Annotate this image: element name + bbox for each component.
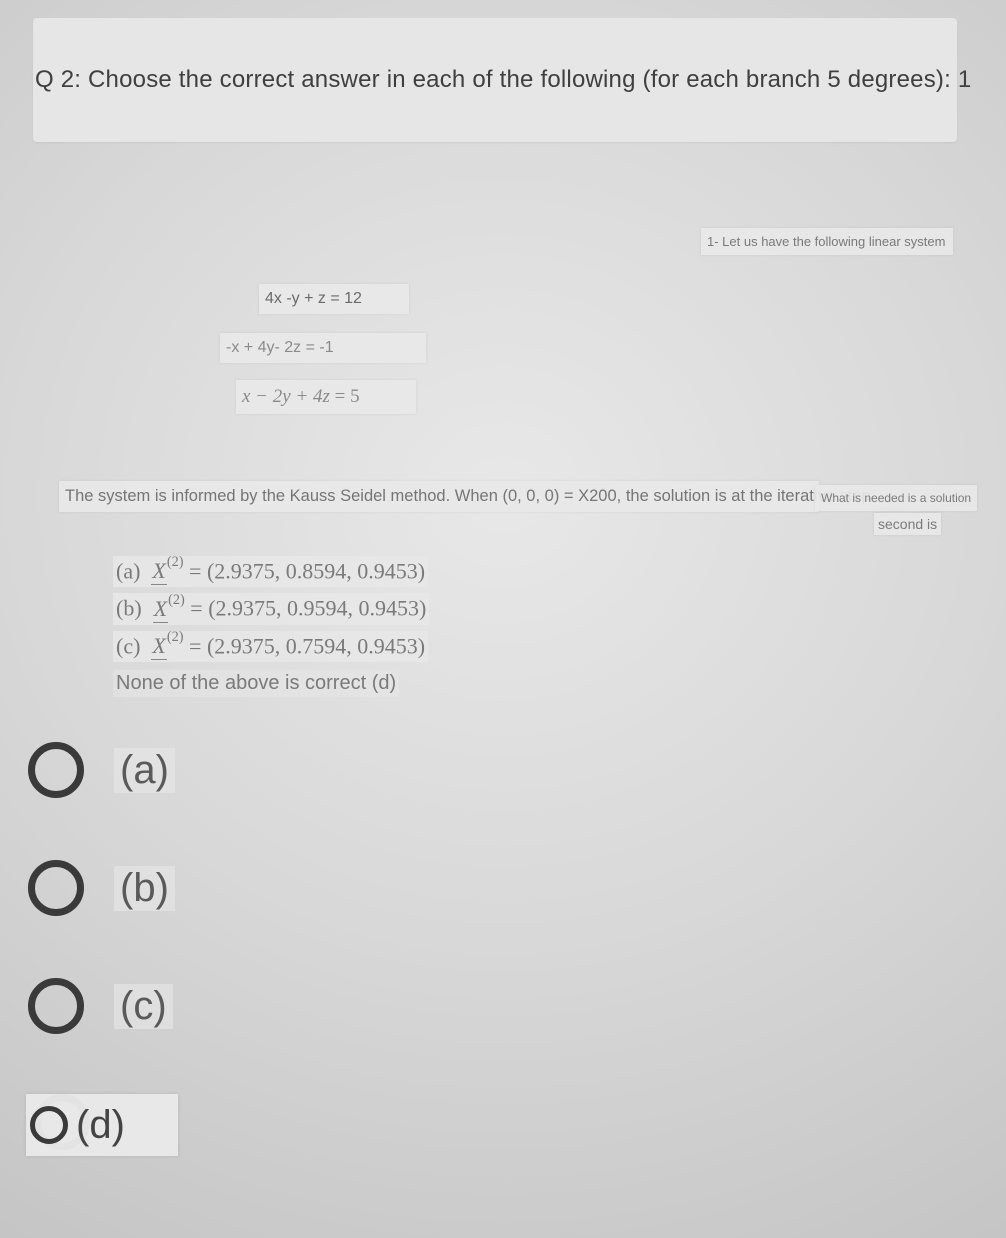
- equation-3: x − 2y + 4z = 5: [236, 380, 416, 414]
- answer-b-vec: = (2.9375, 0.9594, 0.9453): [190, 596, 426, 621]
- option-b-row[interactable]: (b): [28, 860, 175, 916]
- radio-d[interactable]: [30, 1106, 68, 1144]
- option-a-row[interactable]: (a): [28, 742, 175, 798]
- answer-a-var: X: [151, 558, 166, 585]
- answer-b-sup: (2): [168, 592, 185, 608]
- method-description: The system is informed by the Kauss Seid…: [59, 481, 819, 512]
- answer-b: (b) X(2) = (2.9375, 0.9594, 0.9453): [113, 593, 429, 624]
- answer-c-prefix: (c): [116, 633, 140, 658]
- option-d-row[interactable]: (d): [26, 1094, 178, 1156]
- answer-a-vec: = (2.9375, 0.8594, 0.9453): [189, 558, 425, 583]
- answers-block: (a) X(2) = (2.9375, 0.8594, 0.9453) (b) …: [113, 556, 429, 697]
- needed-text: What is needed is a solution: [815, 485, 977, 511]
- answer-a-sup: (2): [167, 554, 184, 570]
- option-c-row[interactable]: (c): [28, 978, 175, 1034]
- question-header-text: Q 2: Choose the correct answer in each o…: [35, 66, 971, 94]
- problem-intro: 1- Let us have the following linear syst…: [701, 228, 953, 255]
- answer-c: (c) X(2) = (2.9375, 0.7594, 0.9453): [113, 631, 428, 662]
- radio-b[interactable]: [28, 860, 84, 916]
- option-b-label: (b): [114, 866, 175, 911]
- equation-1: 4x -y + z = 12: [259, 284, 409, 314]
- answer-c-sup: (2): [167, 629, 184, 645]
- option-d-label: (d): [76, 1103, 125, 1148]
- equation-3-rhs: = 5: [335, 386, 360, 407]
- option-a-label: (a): [114, 748, 175, 793]
- equation-3-lhs: x − 2y + 4z: [242, 386, 330, 407]
- radio-c[interactable]: [28, 978, 84, 1034]
- equation-2: -x + 4y- 2z = -1: [220, 333, 426, 363]
- radio-a[interactable]: [28, 742, 84, 798]
- answer-a-prefix: (a): [116, 558, 140, 583]
- options-group: (a) (b) (c): [28, 742, 175, 1096]
- option-c-label: (c): [114, 984, 173, 1029]
- answer-b-var: X: [153, 596, 168, 623]
- answer-c-var: X: [151, 633, 166, 660]
- answer-b-prefix: (b): [116, 596, 142, 621]
- answer-d: None of the above is correct (d): [113, 670, 399, 697]
- question-header: Q 2: Choose the correct answer in each o…: [33, 18, 957, 142]
- second-text: second is: [874, 513, 941, 535]
- answer-a: (a) X(2) = (2.9375, 0.8594, 0.9453): [113, 556, 428, 587]
- answer-c-vec: = (2.9375, 0.7594, 0.9453): [189, 633, 425, 658]
